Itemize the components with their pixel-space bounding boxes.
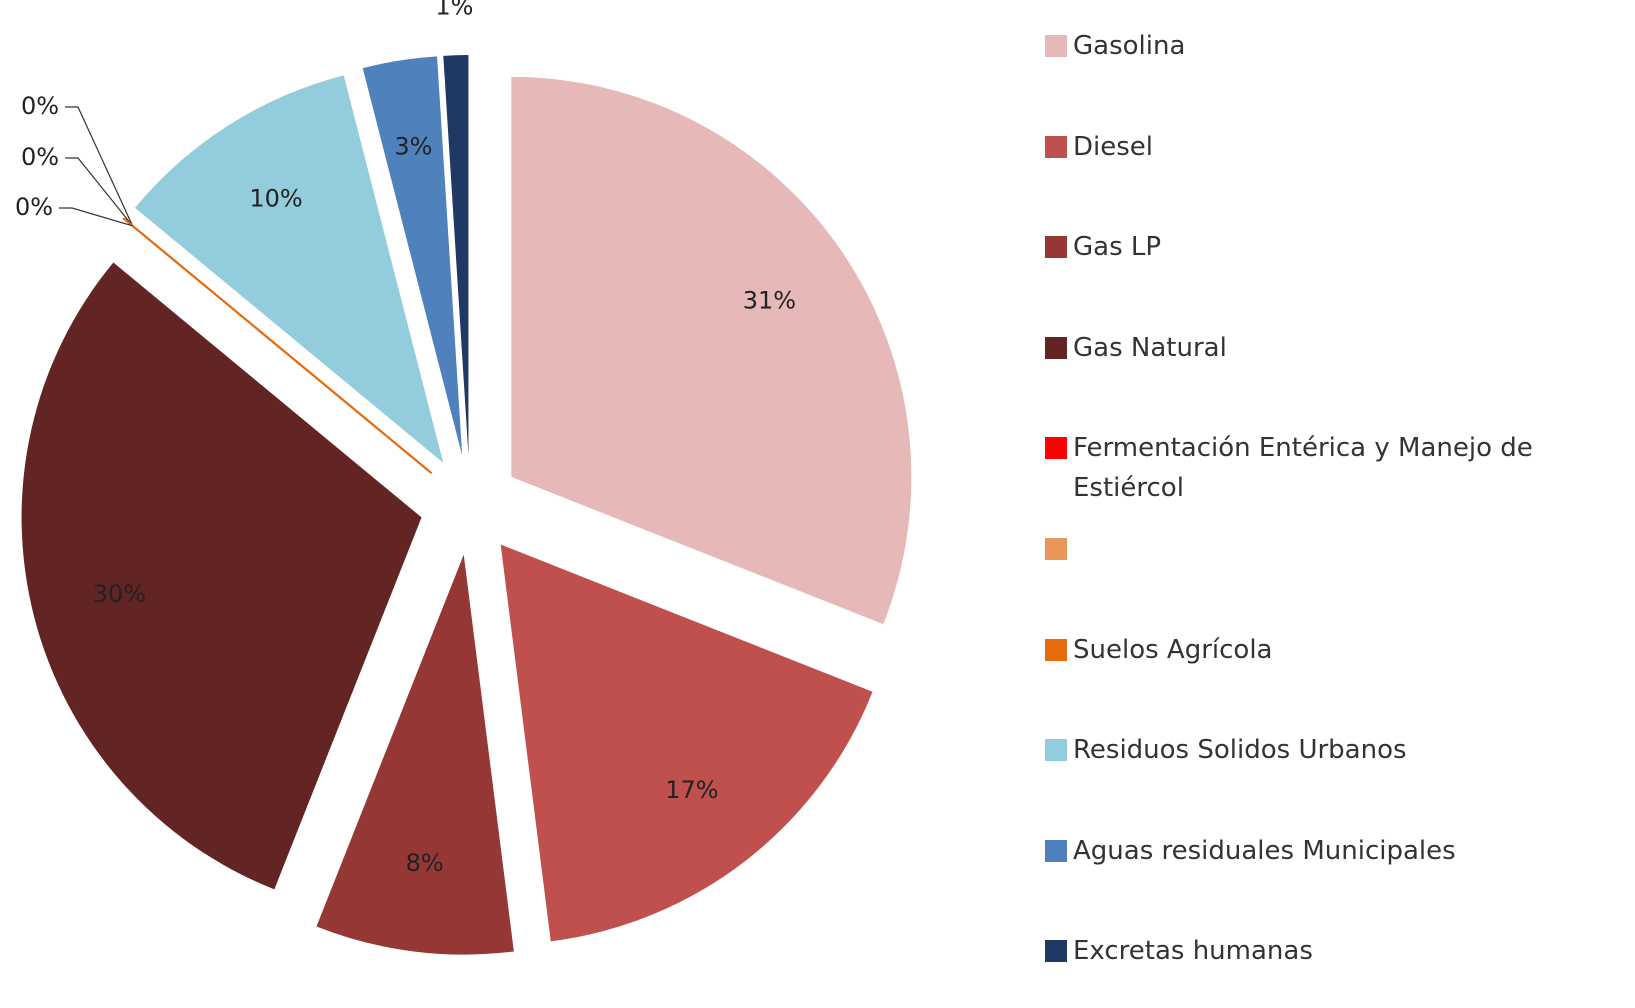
legend-label: Suelos Agrícola xyxy=(1073,634,1273,665)
slice xyxy=(500,544,873,942)
legend-item: Gasolina xyxy=(1045,26,1630,66)
legend-item: Fermentación Entérica y Manejo de Estiér… xyxy=(1045,428,1630,508)
legend-item: Excretas humanas xyxy=(1045,931,1630,971)
leader-line xyxy=(59,207,133,227)
legend-item: Suelos Agrícola xyxy=(1045,630,1630,670)
data-label: 10% xyxy=(249,184,302,212)
legend-label: Diesel xyxy=(1073,131,1154,162)
slice xyxy=(362,56,463,456)
leader-line xyxy=(65,106,134,227)
data-label: 0% xyxy=(21,143,59,171)
data-label: 8% xyxy=(406,849,444,877)
legend-swatch xyxy=(1045,35,1067,57)
slice xyxy=(443,55,469,456)
legend-label: Residuos Solidos Urbanos xyxy=(1073,735,1407,766)
data-label: 0% xyxy=(21,92,59,120)
legend-swatch xyxy=(1045,437,1067,460)
data-label: 17% xyxy=(665,776,718,804)
legend-label: Fermentación Entérica y Manejo de Estiér… xyxy=(1073,433,1533,504)
legend-swatch xyxy=(1045,236,1067,259)
legend-swatch xyxy=(1045,940,1067,963)
legend-label: Gas LP xyxy=(1073,232,1162,263)
leader-line xyxy=(65,157,133,227)
slice xyxy=(316,554,514,955)
data-label: 0% xyxy=(15,193,53,221)
legend-item: Residuos Solidos Urbanos xyxy=(1045,730,1630,770)
legend-swatch xyxy=(1045,538,1067,560)
slice xyxy=(21,262,422,890)
slice xyxy=(122,217,433,474)
legend-item: Gas Natural xyxy=(1045,328,1630,368)
slice xyxy=(511,76,912,625)
legend-item xyxy=(1045,529,1630,560)
legend-swatch xyxy=(1045,839,1067,862)
data-label: 1% xyxy=(435,0,473,20)
legend-swatch xyxy=(1045,135,1067,158)
legend-item: Gas LP xyxy=(1045,227,1630,267)
legend-label: Aguas residuales Municipales xyxy=(1073,835,1456,866)
data-label: 3% xyxy=(394,132,432,160)
legend-swatch xyxy=(1045,638,1067,661)
data-label: 30% xyxy=(93,580,146,608)
legend-label: Gas Natural xyxy=(1073,332,1227,363)
pie-area: 31% 17% 8% 30% 0% 0% 0% 10% 3% 1% xyxy=(15,0,912,955)
legend-swatch xyxy=(1045,739,1067,762)
legend-item: Aguas residuales Municipales xyxy=(1045,831,1630,871)
slice xyxy=(135,75,444,463)
legend-swatch xyxy=(1045,336,1067,359)
legend-item: Diesel xyxy=(1045,127,1630,167)
data-label: 31% xyxy=(743,287,796,315)
legend-label: Gasolina xyxy=(1073,31,1186,61)
legend-label: Excretas humanas xyxy=(1073,936,1313,967)
